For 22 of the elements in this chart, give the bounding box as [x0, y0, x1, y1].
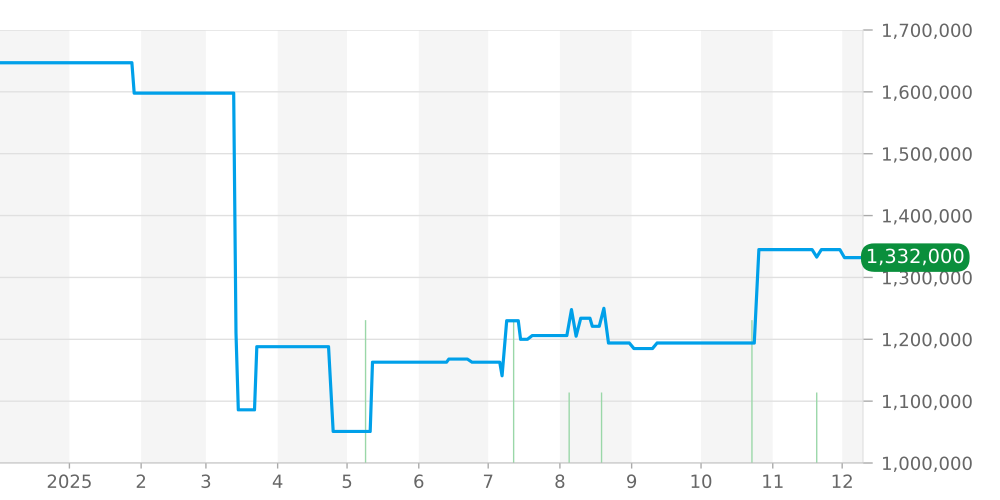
x-tick-label: 12: [832, 474, 852, 488]
y-tick-label: 1,600,000: [883, 85, 972, 101]
x-tick-label: 5: [342, 474, 352, 488]
x-tick-label: 7: [484, 474, 492, 488]
x-tick-label: 3: [202, 474, 210, 488]
x-tick-label: 4: [272, 474, 282, 488]
x-tick-label: 9: [627, 474, 636, 488]
x-tick-label: 2025: [48, 474, 91, 488]
y-tick-label: 1,500,000: [883, 147, 972, 163]
y-tick-label: 1,200,000: [883, 332, 972, 348]
x-tick-label: 11: [763, 474, 783, 488]
annotation: 1,332,000: [868, 248, 964, 266]
x-tick-label: 6: [414, 474, 424, 488]
y-tick-label: 1,300,000: [883, 270, 972, 286]
x-tick-label: 8: [555, 474, 564, 488]
x-tick-label: 10: [692, 474, 712, 488]
y-tick-label: 1,000,000: [883, 456, 972, 472]
y-tick-label: 1,100,000: [883, 394, 972, 410]
y-tick-label: 1,700,000: [883, 23, 972, 39]
y-tick-label: 1,400,000: [883, 209, 972, 225]
x-tick-label: 2: [136, 474, 146, 488]
line-series: [0, 61, 863, 434]
